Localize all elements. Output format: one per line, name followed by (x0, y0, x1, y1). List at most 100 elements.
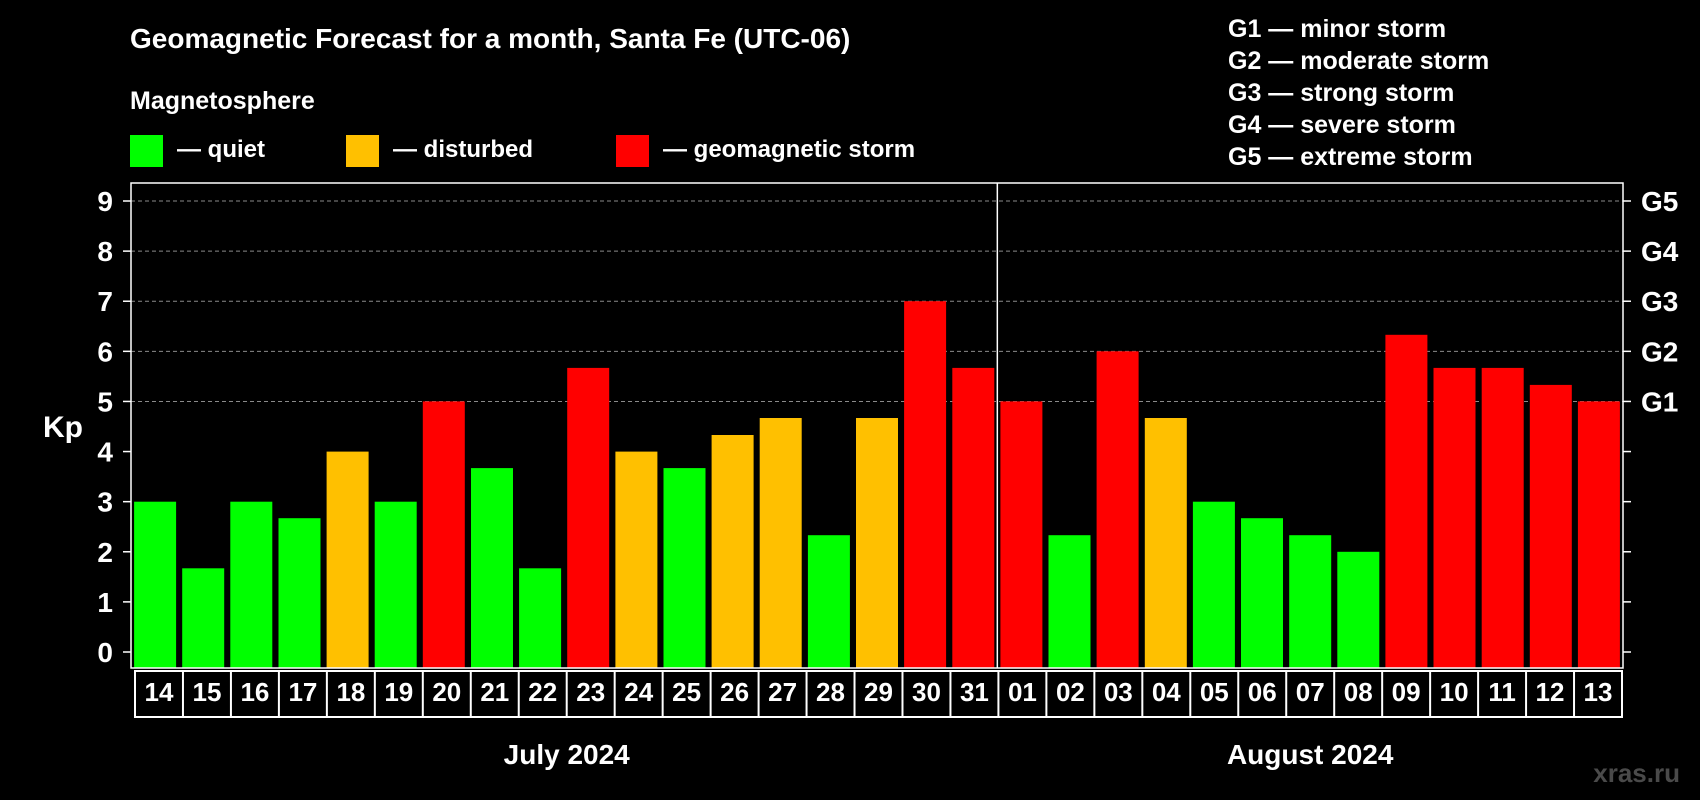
x-tick-label-28: 28 (816, 677, 845, 707)
legend-label-disturbed: — disturbed (393, 136, 533, 163)
bar-05 (1192, 501, 1235, 668)
right-label-g2: G2 (1641, 336, 1678, 367)
chart-title: Geomagnetic Forecast for a month, Santa … (130, 23, 850, 54)
bar-15 (182, 568, 225, 668)
bar-29 (856, 418, 898, 668)
bar-02 (1048, 535, 1091, 668)
bar-18 (326, 451, 369, 668)
storm-legend-g1: G1 — minor storm (1228, 15, 1446, 43)
month-label-1: August 2024 (1227, 739, 1394, 770)
bar-06 (1241, 518, 1283, 668)
x-tick-label-17: 17 (288, 677, 317, 707)
x-tick-label-21: 21 (480, 677, 509, 707)
y-tick-label-7: 7 (97, 286, 113, 317)
x-tick-label-25: 25 (672, 677, 701, 707)
bar-23 (567, 367, 610, 668)
bar-19 (374, 501, 417, 668)
x-tick-label-22: 22 (528, 677, 557, 707)
x-tick-label-06: 06 (1248, 677, 1277, 707)
legend-swatch-quiet (130, 135, 163, 167)
legend-swatch-disturbed (346, 135, 379, 167)
x-tick-label-14: 14 (145, 677, 174, 707)
bar-30 (904, 301, 947, 668)
x-tick-label-29: 29 (864, 677, 893, 707)
bar-24 (615, 451, 658, 668)
y-tick-label-6: 6 (97, 336, 113, 367)
legend-swatch-storm (616, 135, 649, 167)
x-tick-label-19: 19 (384, 677, 413, 707)
storm-legend-g4: G4 — severe storm (1228, 111, 1456, 139)
bar-13 (1577, 401, 1620, 668)
bar-09 (1385, 334, 1428, 668)
x-tick-label-04: 04 (1152, 677, 1181, 707)
bar-03 (1096, 351, 1139, 668)
bar-22 (519, 568, 562, 668)
y-tick-label-2: 2 (97, 537, 113, 568)
x-tick-label-26: 26 (720, 677, 749, 707)
storm-legend-g5: G5 — extreme storm (1228, 143, 1473, 171)
x-tick-label-01: 01 (1008, 677, 1037, 707)
x-tick-label-08: 08 (1344, 677, 1373, 707)
bar-21 (471, 468, 513, 668)
x-tick-label-16: 16 (240, 677, 269, 707)
bar-08 (1337, 551, 1380, 668)
storm-scale-legend: G1 — minor storm G2 — moderate storm G3 … (1228, 15, 1489, 171)
watermark: xras.ru (1593, 758, 1680, 788)
y-axis-label: Kp (43, 411, 83, 444)
x-tick-label-20: 20 (432, 677, 461, 707)
x-tick-label-18: 18 (336, 677, 365, 707)
x-tick-label-15: 15 (193, 677, 222, 707)
x-tick-label-30: 30 (912, 677, 941, 707)
bar-10 (1433, 367, 1476, 668)
bar-25 (663, 468, 706, 668)
bar-12 (1529, 384, 1572, 668)
legend: — quiet — disturbed — geomagnetic storm (130, 135, 915, 167)
bar-28 (807, 535, 850, 668)
x-tick-label-23: 23 (576, 677, 605, 707)
x-tick-label-24: 24 (624, 677, 653, 707)
bar-04 (1144, 418, 1187, 668)
y-tick-label-1: 1 (97, 587, 113, 618)
x-tick-label-07: 07 (1296, 677, 1325, 707)
x-tick-label-12: 12 (1536, 677, 1565, 707)
y-tick-label-3: 3 (97, 487, 113, 518)
storm-legend-g3: G3 — strong storm (1228, 79, 1454, 107)
x-tick-label-05: 05 (1200, 677, 1229, 707)
x-tick-label-02: 02 (1056, 677, 1085, 707)
axes: 0 1 2 3 4 5 6 7 8 9 G1 G2 G3 G4 G5 (97, 182, 1679, 669)
bar-27 (759, 418, 802, 668)
x-tick-label-31: 31 (960, 677, 989, 707)
y-tick-label-5: 5 (97, 386, 113, 417)
x-tick-label-11: 11 (1488, 677, 1516, 707)
y-tick-label-9: 9 (97, 186, 113, 217)
x-tick-label-10: 10 (1440, 677, 1469, 707)
bar-11 (1481, 367, 1524, 668)
bar-01 (1000, 401, 1043, 668)
right-label-g4: G4 (1641, 236, 1679, 267)
x-tick-label-13: 13 (1584, 677, 1613, 707)
month-label-0: July 2024 (504, 739, 631, 770)
right-label-g1: G1 (1641, 386, 1678, 417)
bar-31 (952, 367, 995, 668)
y-tick-label-0: 0 (97, 637, 113, 668)
bar-07 (1289, 535, 1332, 668)
right-label-g5: G5 (1641, 186, 1678, 217)
storm-legend-g2: G2 — moderate storm (1228, 47, 1489, 75)
y-tick-label-4: 4 (97, 437, 113, 468)
x-tick-label-09: 09 (1392, 677, 1421, 707)
x-axis: 14 15 16 17 18 19 20 21 22 23 24 25 26 27 28 29 30 31 01 02… (134, 670, 1623, 770)
bars (134, 301, 1620, 668)
x-tick-label-27: 27 (768, 677, 797, 707)
grid-lines (131, 200, 1623, 402)
right-label-g3: G3 (1641, 286, 1678, 317)
bar-16 (230, 501, 273, 668)
x-tick-label-03: 03 (1104, 677, 1133, 707)
plot-frame (130, 182, 1624, 669)
legend-title: Magnetosphere (130, 87, 315, 115)
date-strip (134, 670, 1623, 718)
bar-14 (134, 501, 177, 668)
y-tick-label-8: 8 (97, 236, 113, 267)
bar-17 (278, 518, 321, 668)
bar-26 (711, 435, 754, 668)
